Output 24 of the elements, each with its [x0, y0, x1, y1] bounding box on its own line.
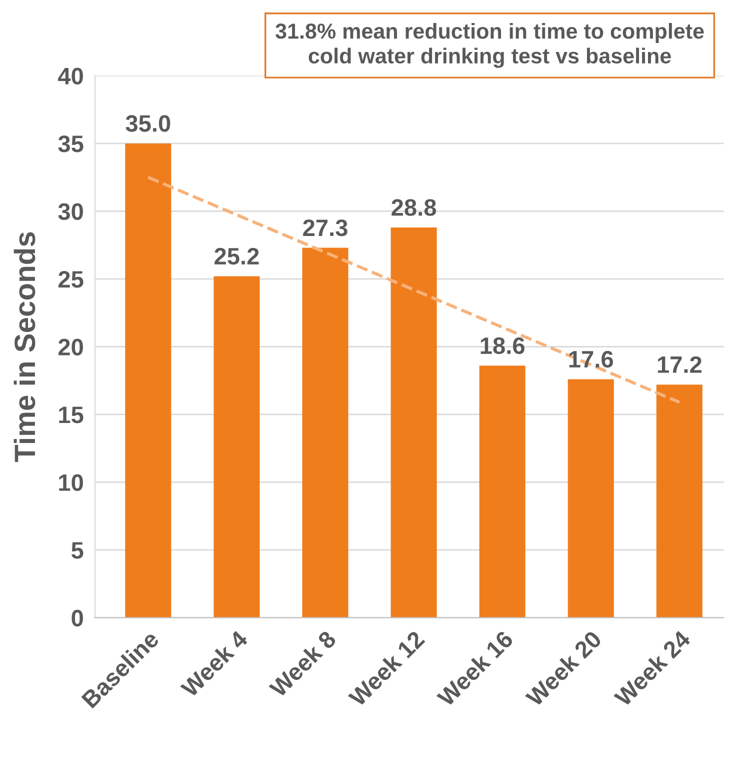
bar: [390, 227, 437, 618]
data-label: 17.2: [658, 356, 702, 373]
y-tick-label: 0: [72, 610, 83, 626]
bar: [214, 276, 260, 618]
y-tick-label: 25: [58, 271, 84, 288]
y-tick-label: 35: [58, 136, 84, 152]
y-tick-label: 20: [58, 338, 83, 356]
y-tick-label: 30: [58, 203, 83, 220]
data-label: 35.0: [126, 115, 170, 132]
y-tick-label: 15: [59, 406, 84, 424]
y-tick-label: 5: [72, 542, 84, 559]
bar: [479, 366, 526, 618]
bar: [568, 379, 614, 618]
bar: [125, 143, 172, 618]
y-tick-label: 10: [59, 474, 83, 491]
data-label: 18.6: [480, 337, 524, 354]
text: 31.8% mean reduction in time to complete cold water drinking test vs baseline: [276, 22, 704, 68]
y-tick-label: 40: [58, 68, 83, 84]
data-label: 28.8: [392, 199, 436, 216]
bar: [302, 248, 348, 618]
bar: [656, 384, 702, 618]
data-label: 27.3: [303, 219, 348, 236]
y-axis-title: Time in Seconds: [14, 232, 36, 462]
data-label: 25.2: [214, 248, 259, 265]
